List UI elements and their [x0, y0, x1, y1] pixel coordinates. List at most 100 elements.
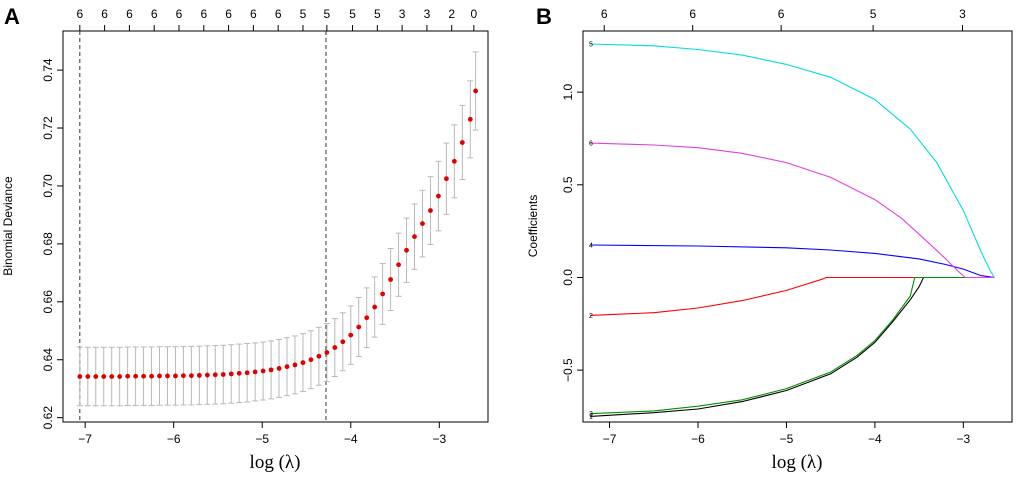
panel-b-top-tick-label: 6	[689, 7, 696, 21]
panel-b-y-tick-label: −0.5	[561, 358, 575, 382]
panel-a-x-tick-label: −5	[255, 432, 269, 446]
panel-a-data-point	[173, 373, 178, 379]
panel-a-data-point	[356, 324, 362, 330]
panel-b-y-tick-label: 0.5	[561, 176, 575, 193]
panel-a-y-axis-label: Binomial Deviance	[1, 176, 15, 276]
panel-a-data-point	[396, 262, 401, 268]
panel-b-top-tick-label: 6	[778, 7, 785, 21]
panel-b-plot: 1 2 3 4 5 6 −7 −6 −5 −4 −3 −0.5 0.0 0.5 1.0 6 6 6 5 3 lo…	[526, 7, 1013, 473]
panel-a-data-point	[340, 339, 346, 345]
panel-a-top-tick-label: 6	[200, 7, 207, 21]
panel-a-top-tick-label: 2	[448, 7, 455, 21]
panel-a-data-point	[459, 140, 465, 145]
panel-a-data-point	[268, 367, 274, 373]
panel-b-x-axis-label: log (λ)	[772, 452, 823, 473]
panel-a-data-point	[404, 247, 409, 253]
panel-a-data-point	[276, 366, 282, 371]
panel-a-data-point	[473, 88, 479, 94]
panel-a-data-point	[212, 372, 218, 378]
panel-a-data-point	[204, 372, 210, 378]
panel-a-y-tick-label: 0.68	[41, 232, 55, 256]
panel-a-data-point	[228, 371, 234, 377]
panel-a-top-tick-label: 5	[300, 7, 307, 21]
panel-a-top-tick-label: 5	[324, 7, 331, 21]
panel-a-top-tick-label: 3	[424, 7, 431, 21]
panel-a-data-point	[125, 373, 131, 379]
panel-a-x-axis-label: log (λ)	[250, 452, 301, 473]
panel-a-top-tick-label: 6	[275, 7, 282, 21]
panel-a-data-point	[133, 373, 139, 379]
panel-a-data-point	[157, 373, 162, 379]
panel-b-top-tick-label: 5	[870, 7, 877, 21]
panel-b-coef-line-1	[590, 276, 995, 417]
panel-a-data-point	[165, 373, 170, 379]
panel-a-y-tick-label: 0.70	[41, 174, 55, 198]
panel-a-data-point	[292, 362, 298, 368]
panel-a-top-tick-label: 5	[374, 7, 381, 21]
panel-a-top-tick-label: 6	[151, 7, 158, 21]
panel-a-data-point	[316, 353, 322, 359]
panel-a-x-tick-label: −7	[78, 432, 92, 446]
panel-a-data-point	[300, 360, 306, 366]
panel-a-data-point	[181, 373, 186, 379]
panel-a-y-tick-label: 0.72	[41, 116, 55, 140]
panel-a-y-tick-label: 0.66	[41, 290, 55, 314]
panel-a-data-point	[220, 372, 226, 377]
panel-a-data-point	[436, 193, 441, 199]
panel-a-letter: A	[4, 4, 20, 29]
panel-b-y-axis-label: Coefficients	[526, 195, 540, 257]
panel-a-plot: −7 −6 −5 −4 −3 0.620.640.660.680.700.720.74 …	[1, 7, 489, 473]
panel-b-line-label-5: 5	[589, 41, 593, 48]
panel-b-line-label-6: 6	[589, 141, 593, 148]
panel-a-data-point	[109, 374, 115, 379]
panel-a-data-point	[420, 221, 425, 227]
panel-a-plot-frame	[62, 30, 489, 423]
panel-a-top-tick-label: 5	[349, 7, 356, 21]
panel-b-line-label-3: 3	[589, 411, 593, 418]
panel-a-top-tick-label: 6	[176, 7, 183, 21]
panel-b-line-label-4: 4	[589, 243, 593, 250]
panel-a-data-point	[364, 315, 370, 321]
panel-a-top-tick-label: 3	[399, 7, 406, 21]
panel-a-data-point	[236, 370, 242, 376]
panel-a-x-tick-label: −4	[344, 432, 358, 446]
panel-a-data-point	[101, 374, 107, 379]
panel-a-top-tick-label: 6	[76, 7, 83, 21]
panel-b-y-tick-label: 0.0	[561, 269, 575, 286]
panel-b-x-tick-label: −7	[603, 432, 617, 446]
panel-b-top-tick-label: 6	[601, 7, 608, 21]
panel-a-data-point	[284, 364, 290, 370]
panel-b-coef-line-2	[590, 276, 995, 316]
panel-a-data-point	[308, 357, 314, 363]
panel-a-data-point	[348, 332, 354, 338]
panel-a-data-point	[332, 345, 338, 350]
panel-b-coef-line-4	[590, 244, 995, 279]
panel-a-data-point	[244, 370, 250, 376]
panel-a-data-point	[77, 374, 83, 379]
panel-b-x-tick-label: −3	[957, 432, 971, 446]
panel-b-x-tick-label: −6	[691, 432, 705, 446]
panel-a-data-point	[188, 373, 194, 379]
panel-a-data-point	[149, 373, 154, 379]
panel-a-top-tick-label: 6	[225, 7, 232, 21]
panel-a-data-point	[141, 373, 146, 379]
panel-b-y-tick-label: 1.0	[561, 83, 575, 100]
panel-b-coef-line-5	[590, 43, 995, 278]
panel-a-x-tick-label: −3	[432, 432, 446, 446]
panel-b-line-label-1: 1	[589, 414, 593, 421]
panel-a-data-point	[467, 116, 473, 122]
panel-a-data-point	[85, 374, 91, 379]
panel-a-data-point	[412, 234, 417, 240]
panel-a-top-tick-label: 6	[101, 7, 108, 21]
panel-a-data-point	[388, 277, 394, 282]
panel-a-data-point	[117, 374, 123, 379]
panel-a-top-tick-label: 6	[250, 7, 257, 21]
panel-b-line-label-2: 2	[589, 313, 593, 320]
panel-a-top-tick-label: 0	[470, 7, 477, 21]
panel-b-plot-frame	[582, 30, 1013, 423]
panel-a-y-tick-label: 0.64	[41, 348, 55, 372]
panel-a-top-tick-label: 6	[126, 7, 133, 21]
panel-a-data-point	[252, 369, 258, 375]
panel-a-data-point	[260, 368, 266, 374]
